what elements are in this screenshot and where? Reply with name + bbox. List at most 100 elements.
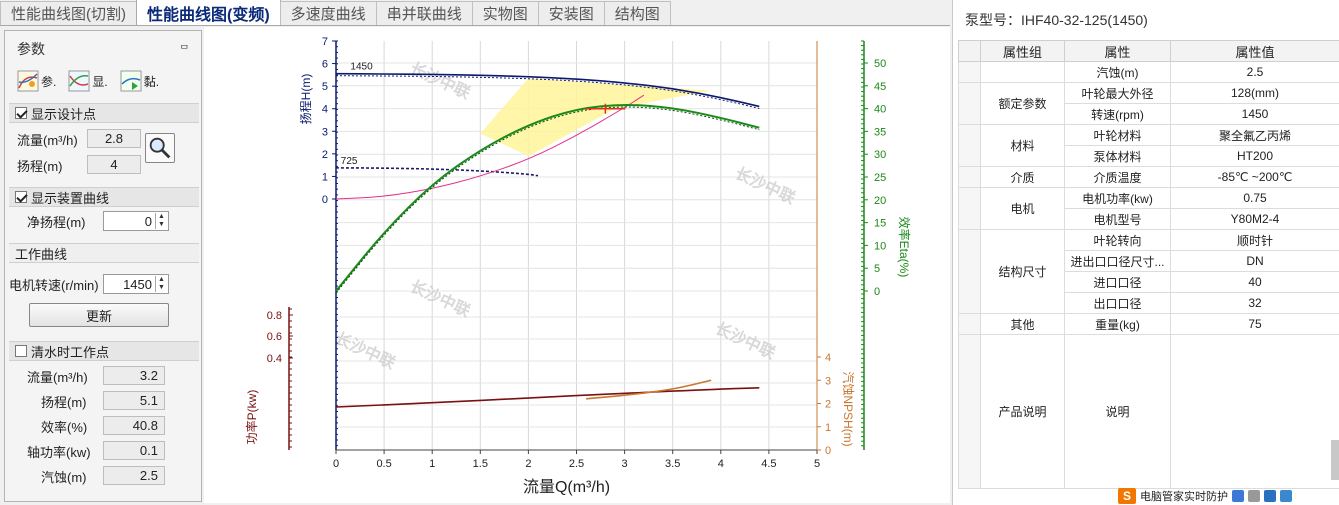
system-curve-section[interactable]: 显示装置曲线: [9, 187, 199, 207]
tab-multi-speed[interactable]: 多速度曲线: [279, 1, 377, 25]
row-header[interactable]: [958, 61, 981, 83]
eff-tick-label: 40: [874, 104, 886, 116]
table-row[interactable]: 材料 叶轮材料 聚全氟乙丙烯: [958, 124, 1339, 167]
design-point-checkbox[interactable]: [15, 107, 27, 119]
table-row[interactable]: 其他 重量(kg) 75: [958, 313, 1339, 335]
water-point-section[interactable]: 清水时工作点: [9, 341, 199, 361]
spinner-arrows-icon[interactable]: ▲ ▼: [155, 213, 167, 229]
tab-series-parallel[interactable]: 串并联曲线: [375, 1, 473, 25]
head-tick-label: 3: [322, 126, 328, 138]
watermark-text: 长沙中联: [732, 163, 798, 207]
table-row[interactable]: 进出口口径尺寸... DN: [959, 250, 1339, 272]
design-flow-field[interactable]: 2.8: [87, 129, 141, 148]
x-tick-label: 2.5: [569, 458, 584, 470]
table-row[interactable]: 电机 电机功率(kw) 0.75: [958, 187, 1339, 230]
param-button[interactable]: 参.: [13, 67, 60, 95]
pc-manager-logo-icon[interactable]: S: [1118, 487, 1136, 504]
row-header[interactable]: [958, 313, 981, 335]
row-header[interactable]: [958, 334, 981, 489]
water-point-row-value[interactable]: 2.5: [103, 466, 165, 485]
pin-icon[interactable]: ᄆ: [179, 45, 189, 56]
tab-bar: 性能曲线图(切割) 性能曲线图(变频) 多速度曲线 串并联曲线 实物图 安装图 …: [0, 0, 950, 26]
design-point-section[interactable]: 显示设计点: [9, 103, 199, 123]
static-head-spinner[interactable]: 0 ▲ ▼: [103, 211, 169, 231]
water-point-row-value[interactable]: 5.1: [103, 391, 165, 410]
design-point-label: 显示设计点: [31, 106, 97, 122]
tab-performance-cut[interactable]: 性能曲线图(切割): [0, 1, 137, 25]
property-value-cell[interactable]: -85℃ ~200℃: [1170, 166, 1339, 188]
npsh-tick-label: 1: [825, 422, 831, 434]
row-header[interactable]: [958, 187, 981, 230]
design-head-field[interactable]: 4: [87, 155, 141, 174]
table-row[interactable]: 介质 介质温度 -85℃ ~200℃: [958, 166, 1339, 188]
property-value-cell[interactable]: 128(mm): [1170, 82, 1339, 104]
eff-tick-label: 20: [874, 195, 886, 207]
design-head-label: 扬程(m): [17, 158, 63, 174]
property-value-cell[interactable]: 1450: [1170, 103, 1339, 125]
property-value-cell[interactable]: 0.75: [1170, 187, 1339, 209]
property-name-cell: 重量(kg): [1064, 313, 1171, 335]
user-icon[interactable]: [1248, 489, 1260, 502]
npsh-curve: [586, 379, 712, 400]
panel-title: 参数: [17, 41, 45, 57]
row-header[interactable]: [958, 166, 981, 188]
wrench-icon[interactable]: [1280, 489, 1292, 502]
property-name-cell: 泵体材料: [1064, 145, 1171, 167]
shirt-icon[interactable]: [1264, 489, 1276, 502]
property-value-cell[interactable]: 40: [1170, 271, 1339, 293]
property-value-cell[interactable]: [1170, 334, 1339, 489]
properties-table: 属性组 属性 属性值 汽蚀(m) 2.5 额定参数 叶轮最大外径 128(mm) 转速(r…: [958, 40, 1339, 489]
table-row[interactable]: 产品说明 说明: [958, 334, 1339, 489]
x-tick-label: 2: [525, 458, 531, 470]
locate-point-button[interactable]: [145, 133, 175, 163]
spinner-arrows-icon[interactable]: ▲ ▼: [155, 276, 167, 292]
property-value-cell[interactable]: Y80M2-4: [1170, 208, 1339, 230]
display-button[interactable]: 显.: [64, 67, 111, 95]
col-header-property: 属性: [1064, 40, 1171, 62]
table-row[interactable]: 汽蚀(m) 2.5: [958, 61, 1339, 83]
property-value-cell[interactable]: 32: [1170, 292, 1339, 314]
keyboard-icon[interactable]: [1232, 489, 1244, 502]
viscosity-button[interactable]: 黏.: [116, 67, 163, 95]
eff-tick-label: 30: [874, 149, 886, 161]
table-row[interactable]: 额定参数 叶轮最大外径 128(mm): [958, 82, 1339, 125]
property-group-cell: 电机: [980, 187, 1065, 230]
tray-area: S 电脑管家实时防护: [1118, 486, 1339, 505]
head-tick-label: 6: [322, 59, 328, 71]
tab-photo[interactable]: 实物图: [471, 1, 539, 25]
system-curve-checkbox[interactable]: [15, 191, 27, 203]
property-group-cell: 产品说明: [980, 334, 1065, 489]
pump-model-title: 泵型号：IHF40-32-125(1450): [965, 12, 1148, 28]
row-header[interactable]: [958, 124, 981, 167]
tab-structure[interactable]: 结构图: [603, 1, 671, 25]
property-value-cell[interactable]: DN: [1170, 250, 1339, 272]
x-tick-label: 4: [718, 458, 724, 470]
water-point-row-value[interactable]: 3.2: [103, 366, 165, 385]
tab-installation[interactable]: 安装图: [537, 1, 605, 25]
water-point-row-label: 轴功率(kw): [27, 444, 91, 460]
row-header[interactable]: [958, 82, 981, 125]
property-value-cell[interactable]: 2.5: [1170, 61, 1339, 83]
property-value-cell[interactable]: 顺时针: [1170, 229, 1339, 251]
update-button[interactable]: 更新: [29, 303, 169, 327]
work-curve-section: 工作曲线: [9, 243, 199, 263]
npsh-tick-label: 4: [825, 352, 831, 364]
property-value-cell[interactable]: 75: [1170, 313, 1339, 335]
water-point-checkbox[interactable]: [15, 345, 27, 357]
water-point-row-value[interactable]: 40.8: [103, 416, 165, 435]
property-value-cell[interactable]: 聚全氟乙丙烯: [1170, 124, 1339, 146]
motor-speed-spinner[interactable]: 1450 ▲ ▼: [103, 274, 169, 294]
water-point-row-value[interactable]: 0.1: [103, 441, 165, 460]
property-group-cell: 介质: [980, 166, 1065, 188]
property-value-cell[interactable]: HT200: [1170, 145, 1339, 167]
table-row[interactable]: 转速(rpm) 1450: [959, 103, 1339, 125]
row-header[interactable]: [958, 229, 981, 314]
property-name-cell: 出口口径: [1064, 292, 1171, 314]
table-row[interactable]: 电机型号 Y80M2-4: [959, 208, 1339, 230]
npsh-tick-label: 3: [825, 375, 831, 387]
vertical-scrollbar[interactable]: [1331, 440, 1339, 480]
table-row[interactable]: 结构尺寸 叶轮转向 顺时针: [958, 229, 1339, 314]
work-curve-label: 工作曲线: [15, 246, 68, 262]
npsh-tick-label: 0: [825, 445, 831, 457]
tab-performance-vfd[interactable]: 性能曲线图(变频): [136, 0, 281, 25]
